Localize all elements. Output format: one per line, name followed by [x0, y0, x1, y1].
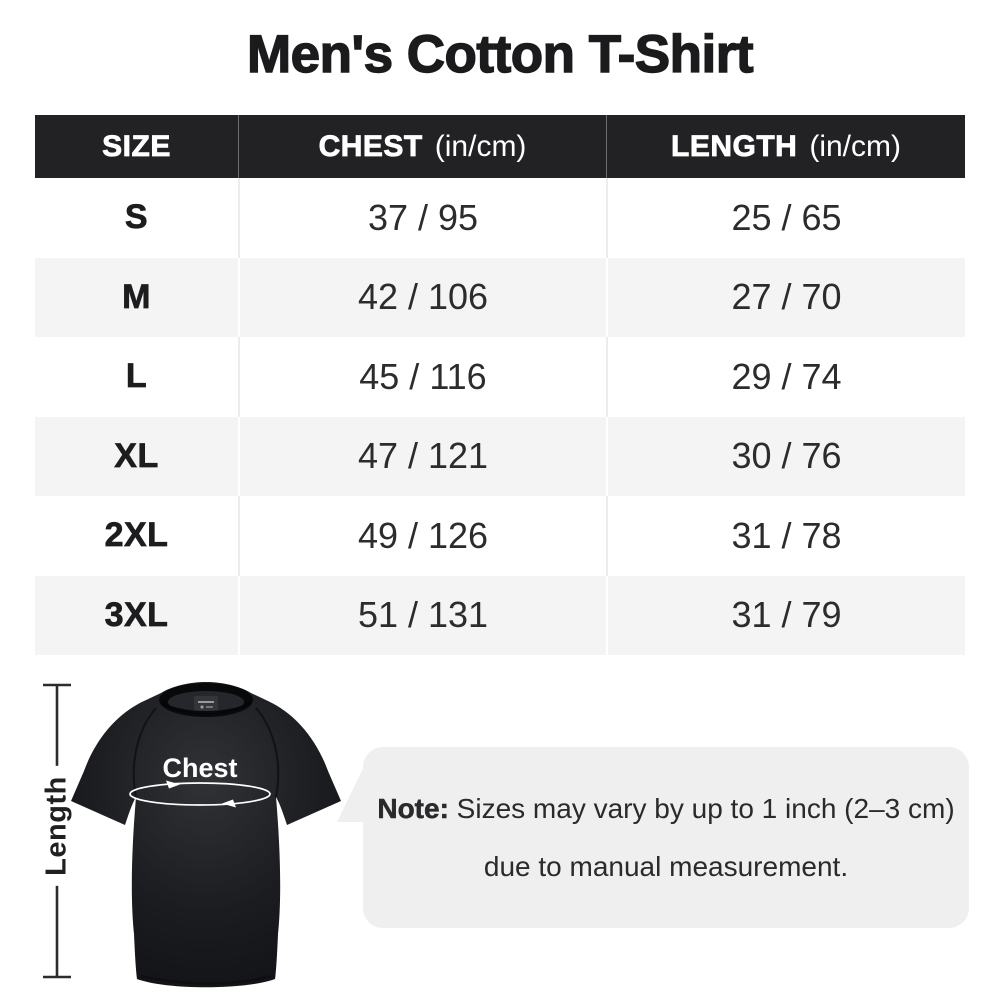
note-bubble: Note: Sizes may vary by up to 1 inch (2–…: [337, 747, 969, 928]
table-row: 2XL 49 / 126 31 / 78: [35, 496, 965, 576]
table-header-cell-size: SIZE: [35, 115, 238, 178]
chest-cell: 51 / 131: [238, 575, 606, 655]
length-cell: 25 / 65: [606, 178, 965, 258]
size-cell: M: [122, 277, 151, 316]
size-cell: L: [125, 357, 148, 396]
length-cell: 29 / 74: [606, 337, 965, 417]
chest-cell: 49 / 126: [238, 496, 606, 576]
header-length-unit: (in/cm): [809, 129, 901, 163]
chest-label: Chest: [162, 753, 237, 783]
note-line-1: Note: Sizes may vary by up to 1 inch (2–…: [377, 792, 955, 825]
tshirt-body-shape: [71, 682, 341, 988]
note-line-2: due to manual measurement.: [483, 850, 849, 882]
chest-cell: 47 / 121: [238, 416, 606, 496]
table-row: XL 47 / 121 30 / 76: [35, 416, 965, 496]
table-header-cell-length: LENGTH (in/cm): [606, 115, 965, 178]
size-cell: S: [124, 198, 149, 237]
tshirt-collar: [159, 683, 253, 717]
chest-cell: 45 / 116: [238, 337, 606, 417]
size-cell: XL: [114, 436, 159, 475]
note-label: Note:: [377, 792, 449, 824]
table-header-row: SIZE CHEST (in/cm) LENGTH (in/cm): [35, 115, 965, 178]
header-chest-unit: (in/cm): [434, 129, 527, 163]
size-chart-table: SIZE CHEST (in/cm) LENGTH (in/cm) S 37 /…: [35, 115, 965, 655]
page-title: Men's Cotton T-Shirt: [246, 24, 754, 84]
chest-cell: 37 / 95: [238, 178, 606, 258]
length-cell: 31 / 78: [606, 496, 965, 576]
note-text-1: Sizes may vary by up to 1 inch (2–3 cm): [456, 792, 955, 824]
table-row: L 45 / 116 29 / 74: [35, 337, 965, 417]
header-chest-label: CHEST: [318, 129, 423, 163]
length-cell: 31 / 79: [606, 575, 965, 655]
table-row: S 37 / 95 25 / 65: [35, 178, 965, 258]
size-cell: 2XL: [104, 516, 169, 555]
size-cell: 3XL: [104, 595, 169, 634]
length-cell: 27 / 70: [606, 257, 965, 337]
length-cell: 30 / 76: [606, 416, 965, 496]
header-length-label: LENGTH: [671, 129, 798, 163]
tshirt-image: Chest: [56, 676, 356, 1000]
chest-measure-ellipse-icon: Chest: [129, 753, 271, 808]
header-size-label: SIZE: [102, 129, 171, 163]
table-row: 3XL 51 / 131 31 / 79: [35, 575, 965, 655]
chest-cell: 42 / 106: [238, 257, 606, 337]
table-header-cell-chest: CHEST (in/cm): [238, 115, 606, 178]
table-row: M 42 / 106 27 / 70: [35, 257, 965, 337]
